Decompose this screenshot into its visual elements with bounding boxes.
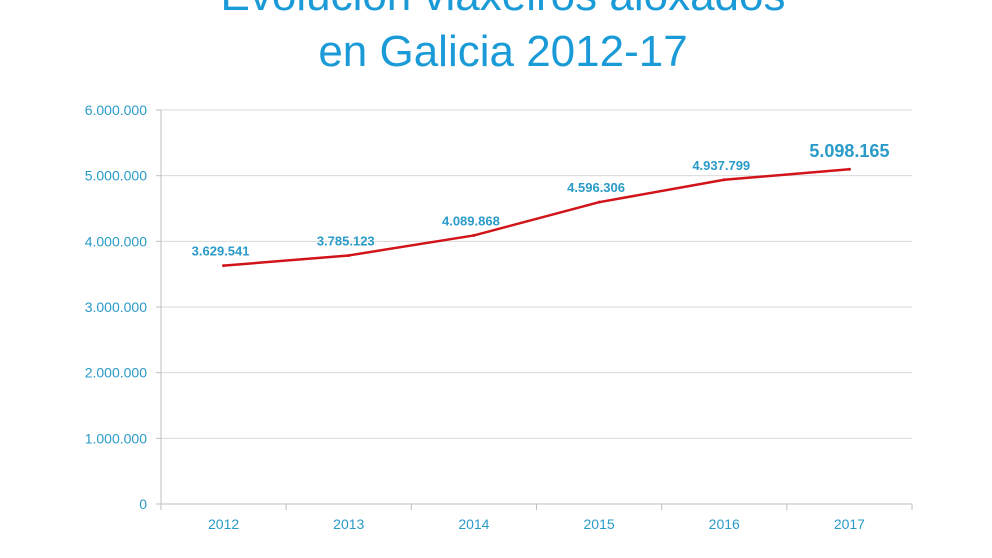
x-tick-label: 2017 [834, 516, 865, 532]
y-tick-label: 2.000.000 [85, 365, 147, 381]
x-tick-label: 2016 [709, 516, 740, 532]
x-tick-label: 2012 [208, 516, 239, 532]
data-point [722, 178, 726, 182]
y-tick-label: 1.000.000 [85, 430, 147, 446]
data-point [847, 167, 851, 171]
y-tick-label: 0 [139, 496, 147, 512]
chart-title-line-1: Evolución viaxeiros aloxados [221, 0, 786, 20]
x-tick-label: 2013 [333, 516, 364, 532]
data-label: 4.596.306 [567, 180, 625, 195]
data-label: 5.098.165 [809, 141, 889, 161]
x-tick-label: 2015 [584, 516, 615, 532]
x-axis-ticks: 2012 2013 2014 2015 2016 2017 [208, 516, 865, 532]
series-line [222, 167, 851, 267]
data-point [597, 200, 601, 204]
y-tick-label: 4.000.000 [85, 233, 147, 249]
data-label: 3.629.541 [192, 244, 250, 259]
axes [156, 109, 913, 510]
x-tick-label: 2014 [458, 516, 489, 532]
y-tick-label: 5.000.000 [85, 168, 147, 184]
data-label: 4.937.799 [692, 158, 750, 173]
y-tick-label: 3.000.000 [85, 299, 147, 315]
data-label: 4.089.868 [442, 213, 500, 228]
grid-lines [161, 109, 912, 439]
y-tick-label: 6.000.000 [85, 102, 147, 118]
data-point [222, 264, 226, 268]
chart-title: Evolución viaxeiros aloxados en Galicia … [221, 0, 786, 76]
chart-title-line-2: en Galicia 2012-17 [318, 27, 687, 76]
data-label: 3.785.123 [317, 233, 375, 248]
data-point [347, 253, 351, 257]
data-point [472, 233, 476, 237]
data-labels: 3.629.541 3.785.123 4.089.868 4.596.306 4.93… [192, 141, 890, 258]
series-group [222, 167, 851, 268]
y-axis-ticks: 0 1.000.000 2.000.000 3.000.000 4.000.000 5.0… [85, 102, 148, 512]
